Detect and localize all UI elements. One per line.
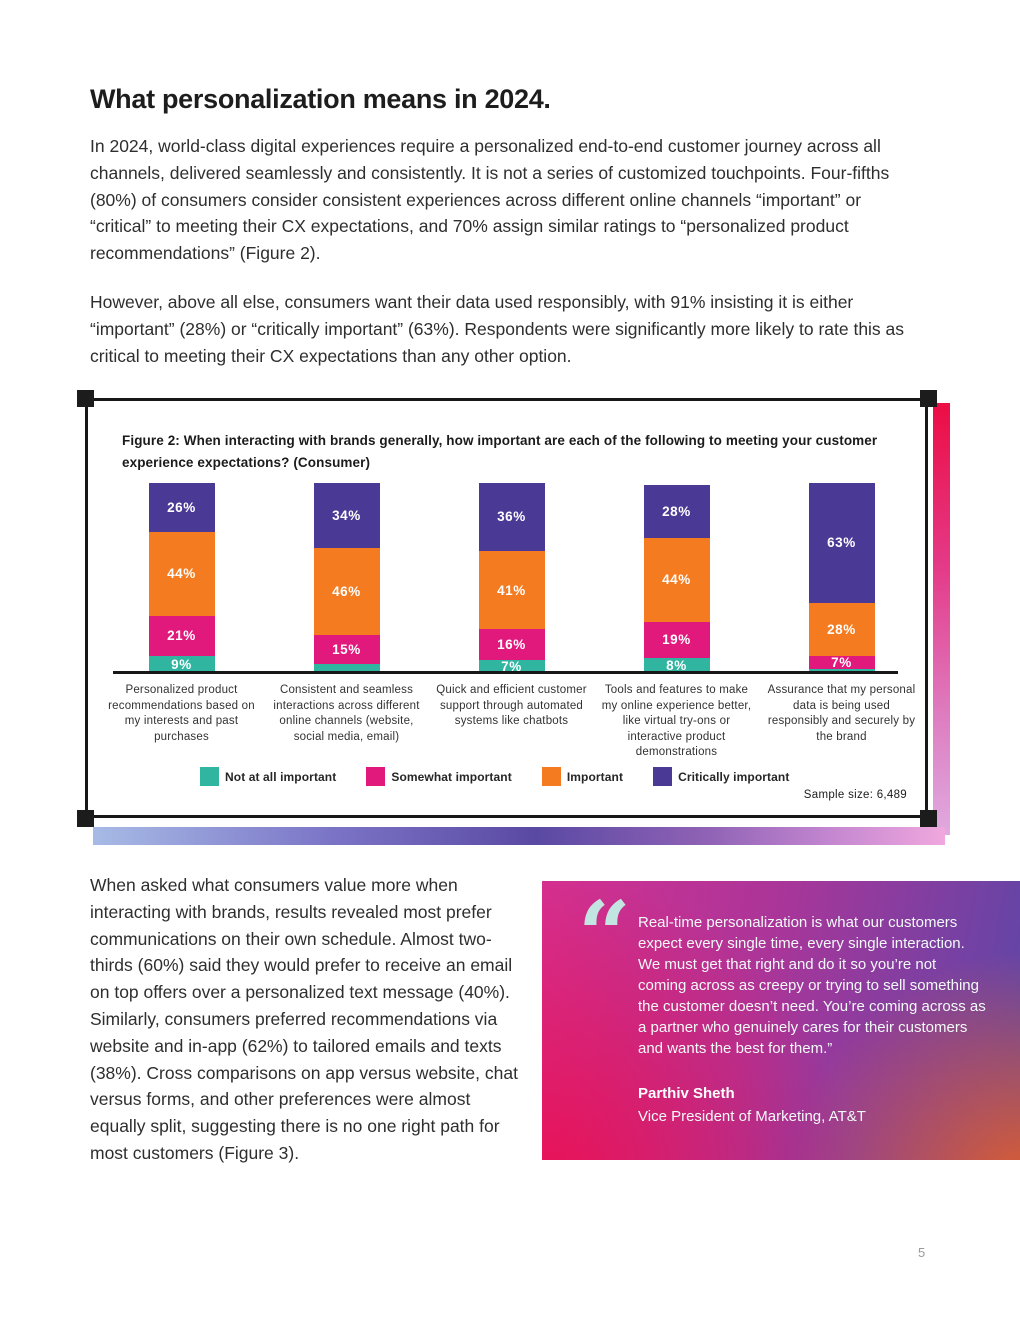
bar-column: 26% 44% 21% 9% (99, 483, 264, 673)
intro-paragraph-2: However, above all else, consumers want … (90, 292, 905, 366)
sample-size-label: Sample size: 6,489 (803, 789, 907, 801)
frame-corner-handle (77, 810, 94, 827)
legend-swatch (366, 767, 386, 786)
bar-column: 63% 28% 7% (759, 483, 924, 673)
frame-corner-handle (77, 390, 94, 407)
chart-legend: Not at all important Somewhat important Im… (200, 767, 789, 786)
figure-caption: Figure 2: When interacting with brands g… (122, 433, 878, 470)
bar-segment (313, 663, 380, 673)
bar-segment: 34% (313, 483, 380, 548)
bar-segment: 8% (643, 657, 710, 673)
page-title: What personalization means in 2024. (90, 84, 551, 114)
bar-column: 34% 46% 15% (264, 483, 429, 673)
quote-text: Real-time personalization is what our cu… (638, 914, 986, 1057)
legend-swatch (653, 767, 673, 786)
bar-stack: 36% 41% 16% 7% (478, 483, 545, 673)
category-label: Tools and features to make my online exp… (601, 684, 752, 758)
bar-stack: 28% 44% 19% 8% (643, 484, 710, 673)
intro-paragraph-1: In 2024, world-class digital experiences… (90, 136, 890, 264)
bar-segment: 46% (313, 547, 380, 635)
bar-segment: 21% (148, 616, 215, 656)
category-label: Quick and efficient customer support thr… (436, 684, 587, 727)
bar-segment: 36% (478, 483, 545, 552)
quote-mark-icon: “ (578, 881, 631, 989)
bar-segment: 7% (808, 655, 875, 669)
category-label: Consistent and seamless interactions acr… (273, 684, 420, 743)
gradient-strip-vertical (933, 403, 950, 835)
bar-segment: 44% (643, 538, 710, 622)
bar-stack: 63% 28% 7% (808, 483, 875, 673)
category-label: Assurance that my personal data is being… (767, 684, 916, 743)
bar-segment: 41% (478, 551, 545, 630)
legend-item: Critically important (653, 767, 789, 786)
bar-segment: 28% (643, 484, 710, 539)
legend-label: Critically important (678, 769, 790, 784)
figure-2: Figure 2: When interacting with brands g… (77, 390, 962, 856)
bar-segment: 26% (148, 483, 215, 533)
category-labels-row: Personalized product recommendations bas… (99, 683, 924, 761)
legend-label: Somewhat important (391, 769, 512, 784)
legend-item: Somewhat important (366, 767, 512, 786)
bar-segment: 7% (478, 659, 545, 673)
bar-stack: 26% 44% 21% 9% (148, 483, 215, 673)
bar-segment: 15% (313, 635, 380, 664)
bar-segment: 19% (643, 621, 710, 658)
frame-corner-handle (920, 390, 937, 407)
page-number: 5 (918, 1245, 926, 1260)
category-label: Personalized product recommendations bas… (108, 684, 255, 743)
bar-segment: 28% (808, 602, 875, 656)
stacked-bar-chart: 26% 44% 21% 9% 34% 46% 15% 36% 41% 16% 7% 28% 44% 19%… (99, 483, 924, 673)
bar-segment: 63% (808, 483, 875, 603)
legend-swatch (200, 767, 219, 786)
bar-column: 36% 41% 16% 7% (429, 483, 594, 673)
quote-author-name: Parthiv Sheth (638, 1085, 735, 1102)
quote-card: “ Real-time personalization is what our … (542, 881, 1020, 1160)
quote-author-role: Vice President of Marketing, AT&T (638, 1108, 866, 1125)
legend-swatch (541, 767, 561, 786)
legend-label: Important (566, 769, 624, 784)
gradient-strip-horizontal (93, 827, 945, 845)
legend-item: Important (541, 767, 624, 786)
bar-stack: 34% 46% 15% (313, 483, 380, 673)
legend-item: Not at all important (200, 767, 336, 786)
body-paragraph: When asked what consumers value more whe… (90, 875, 518, 1163)
bar-column: 28% 44% 19% 8% (594, 483, 759, 673)
frame-corner-handle (920, 810, 937, 827)
bar-segment: 9% (148, 655, 215, 673)
x-axis-line (113, 671, 898, 674)
bar-segment: 16% (478, 629, 545, 660)
legend-label: Not at all important (225, 769, 337, 784)
bar-segment: 44% (148, 532, 215, 617)
